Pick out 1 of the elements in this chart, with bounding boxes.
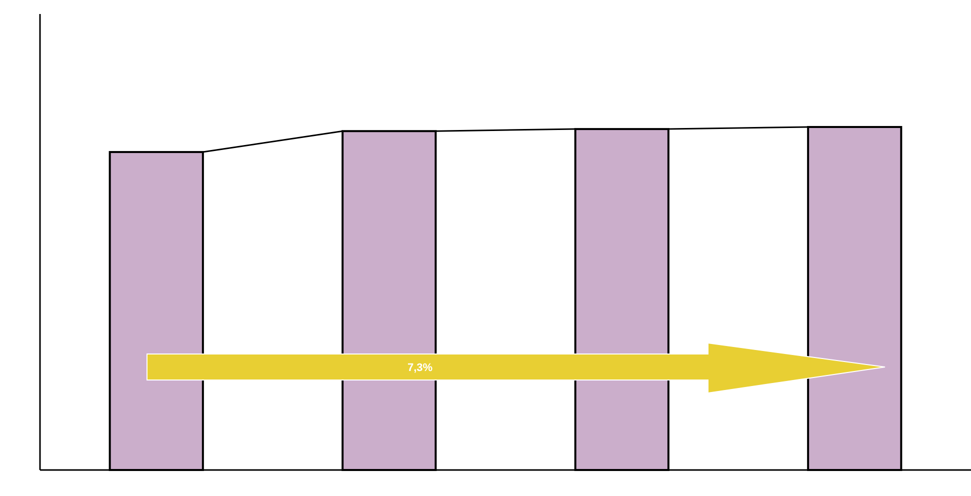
annotation: 7,3% — [407, 362, 433, 374]
